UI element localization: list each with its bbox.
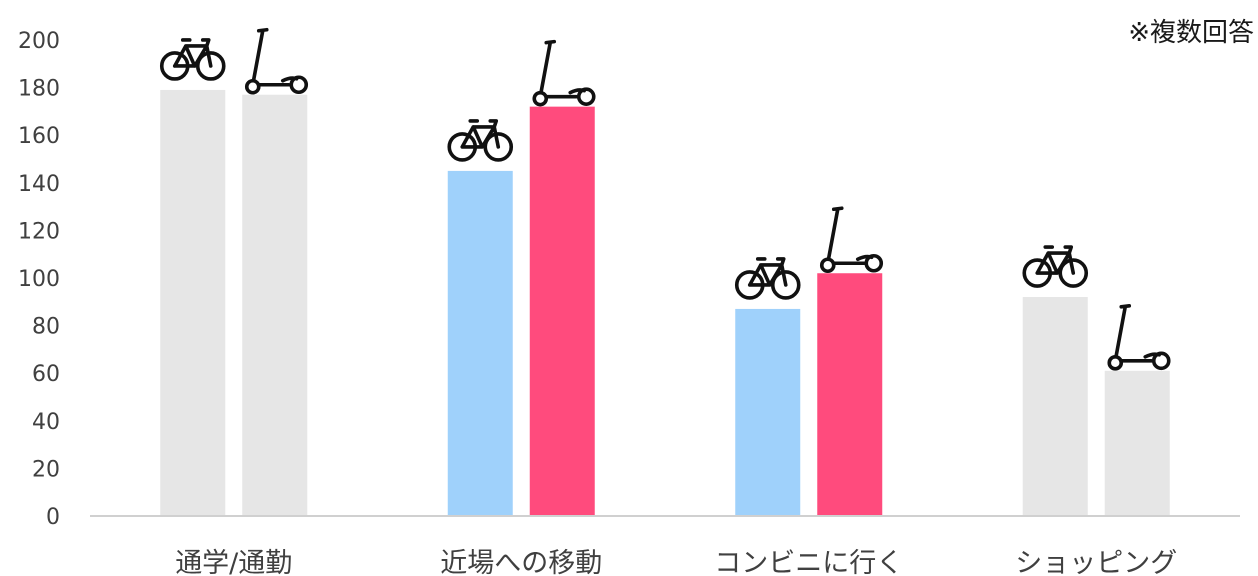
bicycle-icon [159,38,226,81]
x-category-label: 近場への移動 [440,548,602,576]
multiple-answer-note: ※複数回答 [1128,18,1254,48]
x-category-label: ショッピング [1015,548,1177,576]
y-tick-label: 60 [32,362,60,387]
bar-kick-scooter [242,94,308,517]
kick-scooter-icon [1107,304,1171,371]
kick-scooter-icon [244,27,309,95]
bicycle-icon [734,257,801,300]
bar-kick-scooter [817,273,883,516]
y-tick-label: 20 [32,457,60,482]
bar-kick-scooter [529,106,595,516]
y-tick-label: 160 [18,124,60,149]
y-tick-label: 100 [18,267,60,292]
y-tick-label: 140 [18,172,60,197]
y-tick-label: 180 [18,77,60,102]
x-category-label: 通学/通勤 [175,548,292,576]
bar-kick-scooter [1104,370,1170,516]
y-tick-label: 40 [32,410,60,435]
y-tick-label: 120 [18,219,60,244]
kick-scooter-icon [819,206,884,274]
bar-bicycle [735,308,801,516]
x-category-label: コンビニに行く [714,548,903,576]
y-axis-ticks: 0 20 40 60 80 100 120 140 160 180 200 [18,29,60,530]
y-tick-label: 200 [18,29,60,54]
y-tick-label: 80 [32,315,60,340]
bar-bicycle [447,170,513,516]
bar-bicycle [1022,297,1088,516]
bar-bicycle [160,89,226,516]
bar-icons [159,27,1171,371]
y-tick-label: 0 [46,505,60,530]
kick-scooter-icon [532,39,596,107]
bicycle-icon [447,119,514,162]
bars [160,89,1170,517]
x-axis-categories: 通学/通勤 近場への移動 コンビニに行く ショッピング [175,548,1177,576]
bicycle-icon [1022,245,1089,288]
